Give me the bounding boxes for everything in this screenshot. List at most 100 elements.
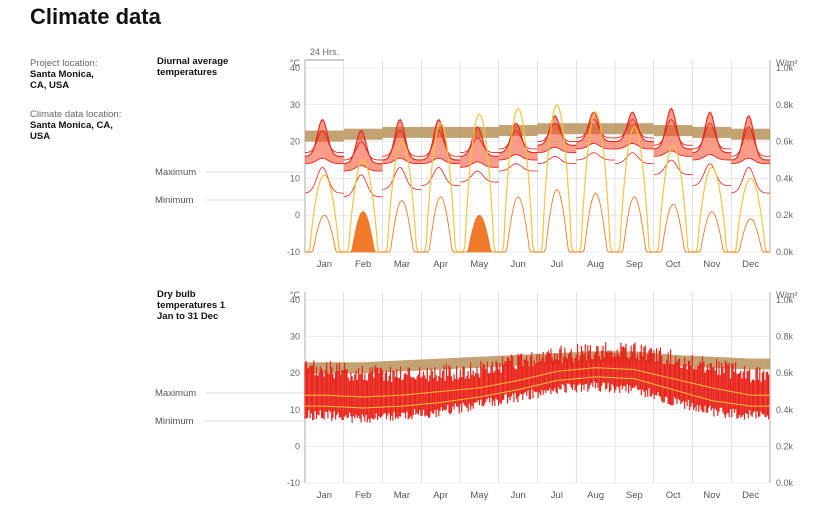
chart2-y2-tick: 1.0k [776, 295, 794, 305]
chart1-min-temp-line [653, 159, 693, 176]
chart2-min-line [305, 376, 770, 409]
chart2-y2-tick: 0.2k [776, 441, 794, 451]
chart1-month-label: Jul [551, 259, 563, 270]
chart1-month-label: Dec [742, 259, 759, 270]
chart1-radiation-line [382, 140, 422, 253]
chart1-avg-temp-line [614, 119, 654, 139]
chart1-temp-fill [421, 119, 460, 164]
chart1-min-temp-line [692, 163, 732, 187]
chart1-min-temp-line [731, 166, 771, 194]
chart1-temp-fill [343, 130, 383, 172]
chart1-radiation-min-line [615, 196, 654, 253]
chart1-max-temp-line [382, 118, 422, 161]
chart1-title: Diurnal average temperatures [157, 56, 229, 78]
chart1-avg-temp-line [653, 119, 693, 146]
chart1-min-high-line [653, 150, 693, 157]
chart1-radiation-min-line [498, 196, 538, 253]
chart1-radiation-min-line [692, 210, 732, 253]
chart2-y-tick: -10 [287, 478, 300, 488]
climate-location: Climate data location: Santa Monica, CA,… [30, 109, 130, 142]
chart1-min-temp-line [459, 170, 499, 183]
chart1-radiation-min-line [421, 196, 460, 253]
chart1-radiation-fill [343, 211, 383, 253]
chart1-month-label: May [470, 259, 488, 270]
chart1-max-temp-line [653, 107, 693, 150]
chart1-radiation-line [343, 159, 383, 253]
chart1-min-temp-line [343, 174, 383, 198]
project-location-label: Project location: [30, 58, 98, 69]
chart1-min-high-line [498, 154, 538, 161]
chart1-temp-fill [731, 115, 770, 164]
chart2-y-tick: 0 [295, 441, 300, 451]
chart1-month-label: Jun [510, 259, 525, 270]
chart1-max-temp-line [498, 122, 538, 154]
chart1-y-tick: 40 [290, 63, 300, 73]
chart1-month-label: Jan [317, 259, 332, 270]
chart1-month-label: Sep [626, 259, 643, 270]
chart2-month-label: Sep [626, 490, 643, 501]
chart1-y-tick: 30 [290, 100, 300, 110]
chart1-y2-tick: 0.0k [776, 247, 794, 257]
chart1-radiation-min-line [537, 188, 577, 253]
chart2-title: Dry bulb temperatures 1 Jan to 31 Dec [157, 289, 226, 322]
chart2-month-label: Oct [666, 490, 681, 501]
chart1-radiation-min-line [731, 218, 770, 253]
chart1-radiation-line [653, 144, 693, 253]
chart1-max-temp-line [459, 126, 499, 157]
chart1-min-temp-line [421, 166, 461, 187]
chart1-min-temp-line [537, 155, 577, 165]
chart1-avg-temp-line [537, 122, 577, 143]
chart1-radiation-fill [460, 214, 499, 253]
climate-location-label: Climate data location: [30, 109, 122, 120]
chart1-min-high-line [537, 146, 577, 154]
chart2-y2-tick: 0.6k [776, 368, 794, 378]
chart2-month-label: Dec [742, 490, 759, 501]
chart2-y-tick: 40 [290, 295, 300, 305]
chart2-ylabel-left: °C [290, 290, 301, 300]
chart1-avg-temp-line [692, 122, 732, 150]
chart2-y2-tick: 0.0k [776, 478, 794, 488]
chart1-min-temp-line [614, 152, 654, 165]
chart1-min-high-line [731, 157, 771, 165]
chart1-min-high-line [382, 157, 422, 165]
chart1-radiation-min-line [576, 192, 615, 253]
chart1-y-tick: 20 [290, 137, 300, 147]
chart1-radiation-line [305, 174, 344, 253]
chart1-max-temp-line [304, 118, 344, 157]
chart1-avg-temp-line [459, 137, 499, 154]
chart2-minimum-label: Minimum [155, 416, 194, 427]
chart2-month-label: Aug [587, 490, 604, 501]
chart1-radiation-min-line [653, 203, 693, 253]
chart1-radiation-line [692, 166, 732, 253]
chart1-min-temp-line [304, 166, 344, 194]
chart2-y-tick: 20 [290, 368, 300, 378]
chart2-month-label: Jul [551, 490, 563, 501]
chart1-min-temp-line [576, 152, 616, 161]
chart1-radiation-line [421, 122, 460, 253]
chart1-y-tick: -10 [287, 247, 300, 257]
chart1-radiation-line [615, 126, 654, 253]
chart1-y-tick: 0 [295, 210, 300, 220]
chart1-y2-tick: 0.2k [776, 210, 794, 220]
chart2-y-tick: 30 [290, 332, 300, 342]
chart1-month-label: Oct [666, 259, 681, 270]
chart1-y2-tick: 0.8k [776, 100, 794, 110]
chart1-month-label: Mar [394, 259, 410, 270]
chart1-min-temp-line [498, 163, 538, 172]
chart1-min-high-line [421, 157, 461, 165]
chart2-month-label: Mar [394, 490, 410, 501]
chart1-avg-temp-line [304, 130, 344, 154]
chart2-mean-line [305, 367, 770, 398]
chart1-radiation-line [498, 107, 538, 253]
chart2-ylabel-right: W/m² [776, 290, 798, 300]
chart1-month-label: Nov [703, 259, 720, 270]
chart1-y-tick: 10 [290, 173, 300, 183]
chart1-max-temp-line [576, 111, 616, 143]
chart1-max-temp-line [692, 111, 732, 154]
chart1-min-high-line [576, 142, 616, 150]
chart1-radiation-line [731, 177, 770, 253]
chart1-temp-fill [305, 119, 344, 164]
chart1-min-high-line [459, 161, 499, 168]
chart1-month-label: Apr [433, 259, 448, 270]
